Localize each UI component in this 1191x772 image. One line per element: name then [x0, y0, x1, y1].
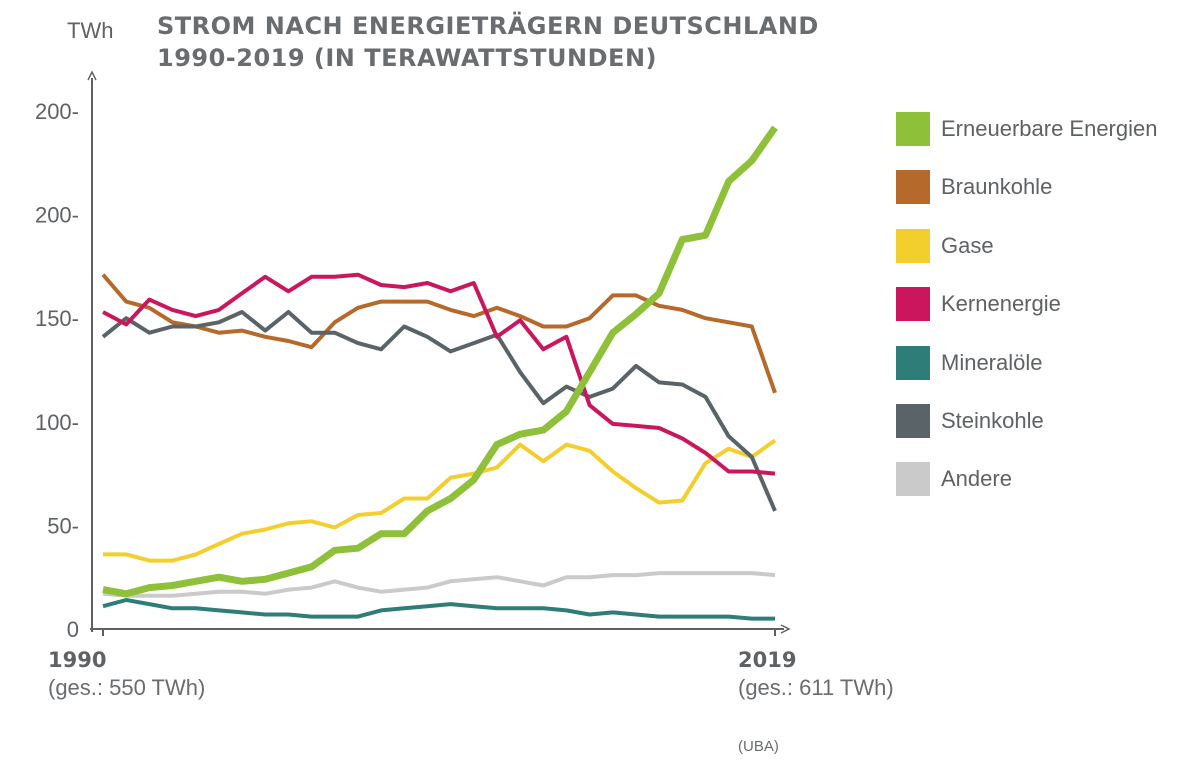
x-end-label: 2019 (ges.: 611 TWh) — [738, 647, 894, 701]
source-note: (UBA) — [738, 738, 779, 755]
legend-label: Gase — [941, 232, 994, 258]
legend-label: Braunkohle — [941, 174, 1053, 200]
x-ticks — [102, 629, 776, 636]
y-ticks: 0 50- 100- 150- 200- 200- — [35, 99, 79, 642]
legend-swatch — [896, 112, 930, 146]
series-group — [101, 125, 778, 621]
x-end-total: (ges.: 611 TWh) — [738, 675, 894, 700]
series-line-steinkohle — [101, 310, 777, 512]
x-end-year: 2019 — [738, 648, 797, 672]
x-start-year: 1990 — [48, 648, 107, 672]
y-unit-label: TWh — [67, 18, 114, 43]
axes — [87, 70, 791, 634]
legend-item: Erneuerbare Energien — [896, 112, 1157, 146]
series-line-erneuerbare-energien — [102, 125, 778, 598]
legend-swatch — [896, 403, 930, 438]
legend-label: Kernenergie — [941, 291, 1061, 317]
y-tick-label: 200- — [35, 99, 79, 124]
y-tick-label: 0 — [67, 617, 79, 642]
chart-title-line1: STROM NACH ENERGIETRÄGERN DEUTSCHLAND — [157, 12, 819, 40]
series-line-andere — [102, 571, 776, 598]
legend-label: Steinkohle — [941, 407, 1044, 433]
y-tick-label: 100- — [35, 410, 79, 435]
legend-item: Gase — [896, 228, 1157, 263]
legend-swatch — [896, 228, 930, 263]
legend-item: Andere — [896, 462, 1157, 497]
x-start-total: (ges.: 550 TWh) — [48, 675, 206, 700]
x-axis-arrow — [780, 624, 791, 634]
chart-title: STROM NACH ENERGIETRÄGERN DEUTSCHLAND 19… — [157, 10, 819, 74]
x-start-label: 1990 (ges.: 550 TWh) — [48, 647, 205, 701]
legend-swatch — [896, 345, 930, 380]
series-line-kernenergie — [102, 272, 776, 476]
legend: Erneuerbare Energien Braunkohle Gase Kernen… — [896, 112, 1157, 521]
legend-item: Steinkohle — [896, 403, 1157, 438]
legend-swatch — [896, 462, 930, 497]
series-line-gase — [103, 438, 777, 563]
legend-swatch — [896, 287, 930, 322]
y-tick-label: 200- — [35, 203, 79, 228]
legend-item: Kernenergie — [896, 287, 1157, 322]
y-axis-arrow — [87, 70, 97, 81]
series-line-mineralöle — [102, 598, 775, 621]
series-line-braunkohle — [101, 273, 777, 394]
legend-item: Mineralöle — [896, 345, 1157, 380]
legend-label: Erneuerbare Energien — [941, 116, 1158, 141]
legend-item: Braunkohle — [896, 170, 1157, 205]
chart-title-line2: 1990-2019 (IN TERAWATTSTUNDEN) — [157, 44, 657, 72]
y-tick-label: 50- — [47, 513, 79, 538]
legend-label: Andere — [941, 466, 1012, 492]
y-tick-label: 150- — [35, 306, 79, 331]
legend-label: Mineralöle — [941, 349, 1043, 375]
legend-swatch — [896, 170, 930, 205]
